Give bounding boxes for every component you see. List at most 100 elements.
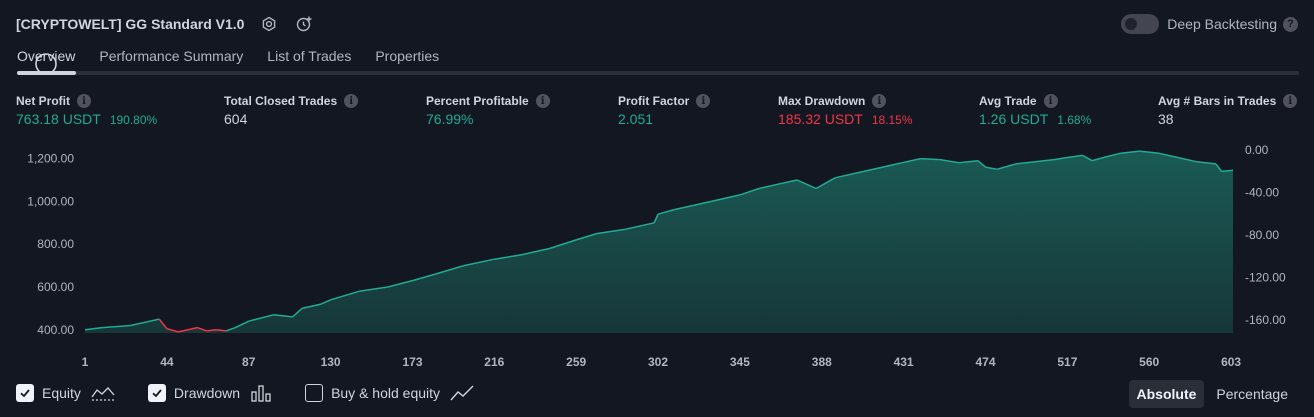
tabs-scrollbar-track[interactable] [17,71,1299,75]
metric-label: Percent Profitable [426,94,529,108]
x-axis-tick: 302 [648,355,668,369]
metric-label: Max Drawdown [778,94,866,108]
left-axis-tick: 1,000.00 [27,194,74,208]
equity-line-segment [739,187,760,196]
equity-line-segment [1215,163,1223,172]
x-axis-tick: 173 [402,355,422,369]
right-axis-tick: -80.00 [1245,228,1279,242]
x-axis-tick: 431 [894,355,914,369]
equity-line-segment [777,179,798,185]
equity-line-segment [216,329,226,332]
info-icon[interactable]: i [872,94,887,108]
right-axis-tick: -40.00 [1245,186,1279,200]
buy-hold-checkbox[interactable] [305,384,324,402]
value-mode-switch: Absolute Percentage [1125,380,1297,408]
equity-line-segment [358,286,388,293]
equity-line-segment [834,170,864,179]
equity-line-segment [711,194,741,203]
tab-performance-summary[interactable]: Performance Summary [99,48,244,64]
equity-chart[interactable]: 1,200.00 1,000.00 800.00 600.00 400.00 0.00 -4… [0,140,1314,376]
equity-line-segment [494,254,522,260]
equity-line-segment [387,279,413,288]
equity-line-segment [882,162,902,168]
equity-line-segment [206,329,217,332]
equity-line-segment [130,318,160,327]
area-chart-icon [91,387,115,401]
metric-value: 604 [224,111,248,127]
metric-label: Total Closed Trades [224,94,338,108]
tab-list-of-trades[interactable]: List of Trades [267,48,352,64]
metric-label: Avg # Bars in Trades [1158,94,1277,108]
metric-percent: 1.68% [1057,113,1092,127]
legend-label: Drawdown [173,385,241,401]
left-axis-tick: 800.00 [37,237,74,251]
equity-line-segment [1091,156,1104,162]
equity-line-segment [653,213,659,224]
metric-value: 763.18 USDT [16,111,101,127]
absolute-button[interactable]: Absolute [1128,380,1205,408]
legend-drawdown[interactable]: Drawdown [147,384,272,402]
x-axis-tick: 44 [160,355,174,369]
drawdown-checkbox[interactable] [147,384,166,402]
help-icon[interactable]: ? [1283,16,1298,32]
equity-line-segment [463,258,495,267]
legend-equity[interactable]: Equity [16,384,115,402]
equity-line-segment [235,320,250,329]
metric-avg-bars-in-trades: Avg # Bars in Trades i 38 [1158,93,1298,127]
strategy-title: [CRYPTOWELT] GG Standard V1.0 [16,16,245,32]
right-axis-tick: -120.00 [1245,271,1286,285]
mouse-cursor-icon [35,53,57,75]
legend-buy-hold[interactable]: Buy & hold equity [305,384,474,402]
x-axis-tick: 216 [484,355,504,369]
info-icon[interactable]: i [696,94,711,108]
report-tabs: Overview Performance Summary List of Tra… [17,46,463,66]
metric-percent-profitable: Percent Profitable i 76.99% [426,93,550,127]
info-icon[interactable]: i [344,94,359,108]
equity-line-segment [166,327,179,333]
left-axis-tick: 1,200.00 [27,152,74,166]
tab-overview[interactable]: Overview [17,48,76,64]
equity-line-segment [197,326,208,332]
deep-backtesting: Deep Backtesting ? [1121,14,1298,34]
info-icon[interactable]: i [1283,94,1298,108]
x-axis-tick: 388 [812,355,832,369]
equity-line-segment [520,247,550,256]
equity-line-segment [1103,152,1121,159]
metric-label: Net Profit [16,94,70,108]
equity-line-segment [596,228,626,235]
x-axis-tick: 259 [566,355,586,369]
x-axis-tick: 87 [242,355,256,369]
deep-backtesting-toggle[interactable] [1121,14,1160,34]
equity-line-segment [84,326,103,331]
chart-legend: Equity Drawdown Buy & hold equity [16,382,507,404]
equity-line-segment [330,290,360,301]
info-icon[interactable]: i [77,94,91,108]
equity-line-segment [692,200,712,207]
settings-icon[interactable] [260,15,278,33]
info-icon[interactable]: i [535,94,550,108]
tabs-scrollbar-thumb[interactable] [17,71,76,75]
equity-line-segment [796,179,807,185]
x-axis-tick: 560 [1139,355,1159,369]
x-axis-tick: 1 [82,355,89,369]
left-axis-tick: 600.00 [37,280,74,294]
equity-line-segment [549,239,577,250]
equity-line-segment [901,157,921,164]
equity-line-segment [320,299,331,305]
metric-profit-factor: Profit Factor i 2.051 [618,93,711,127]
metric-total-closed-trades: Total Closed Trades i 604 [224,93,359,127]
metric-value: 76.99% [426,111,474,127]
deep-backtesting-label: Deep Backtesting [1167,16,1277,32]
info-icon[interactable]: i [1043,94,1058,108]
equity-area [85,151,1233,333]
x-axis-tick: 130 [321,355,341,369]
x-axis-tick: 603 [1221,355,1241,369]
equity-checkbox[interactable] [16,384,34,402]
metric-percent: 18.15% [871,113,913,127]
equity-line-segment [102,324,131,329]
strategy-header: [CRYPTOWELT] GG Standard V1.0 [16,13,313,35]
equity-line-segment [657,209,674,215]
add-alert-icon[interactable] [295,15,313,33]
tab-properties[interactable]: Properties [375,48,440,64]
percentage-button[interactable]: Percentage [1216,386,1288,402]
